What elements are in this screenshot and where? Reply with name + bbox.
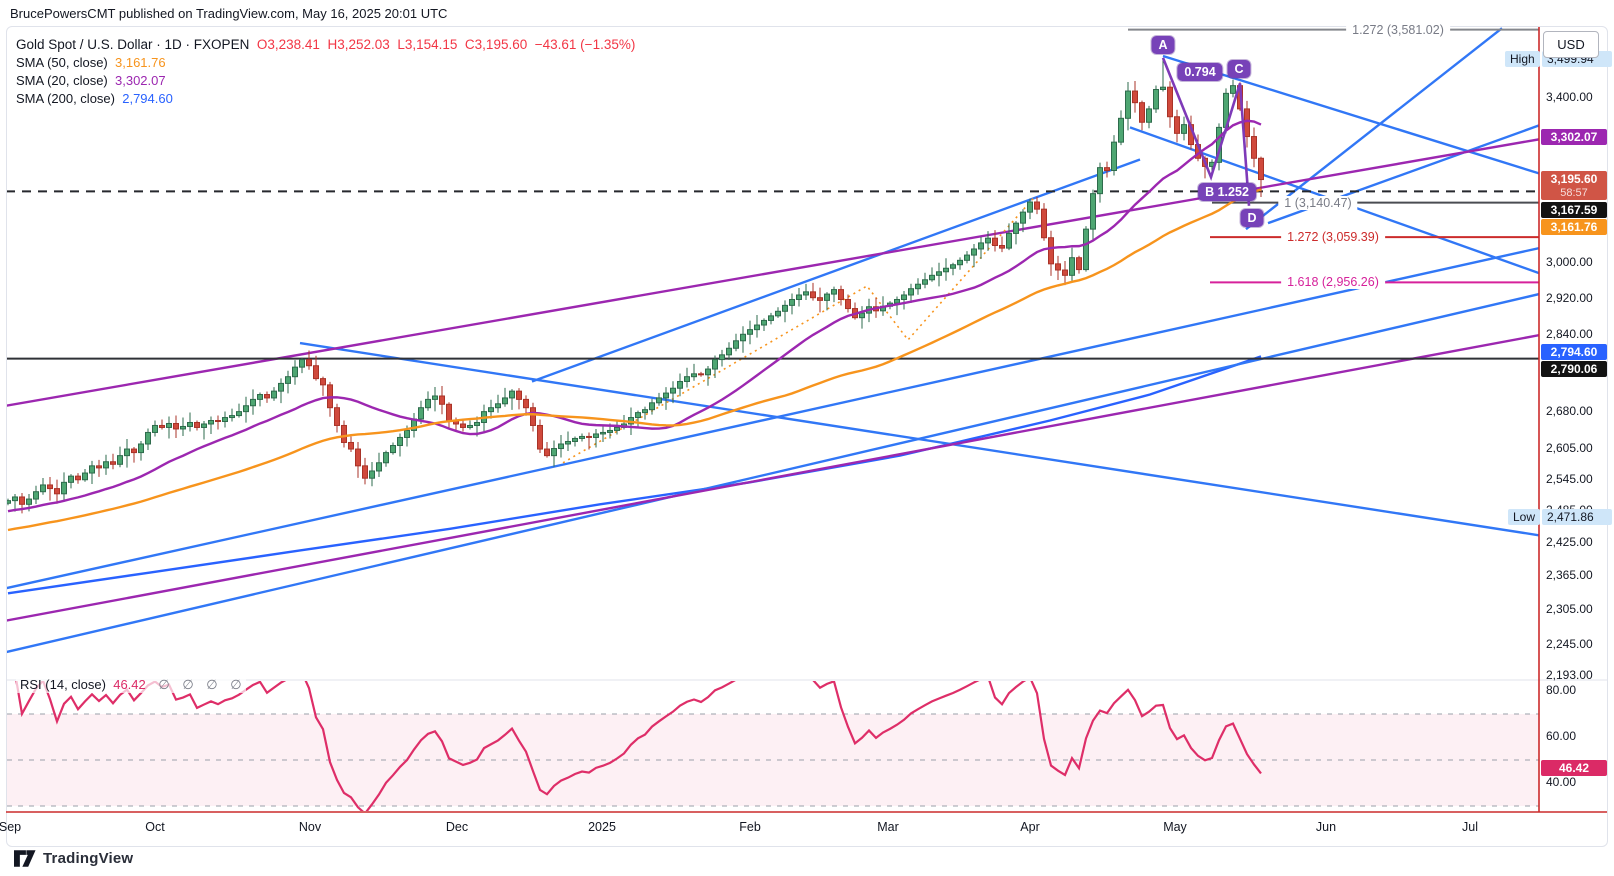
currency-toggle-button[interactable]: USD (1543, 31, 1599, 58)
tradingview-logo-icon (14, 850, 36, 867)
chart-card (6, 26, 1608, 847)
publish-attribution: BrucePowersCMT published on TradingView.… (10, 6, 448, 21)
tradingview-brand-text: TradingView (43, 850, 134, 867)
tradingview-footer-link[interactable]: TradingView (14, 849, 133, 868)
